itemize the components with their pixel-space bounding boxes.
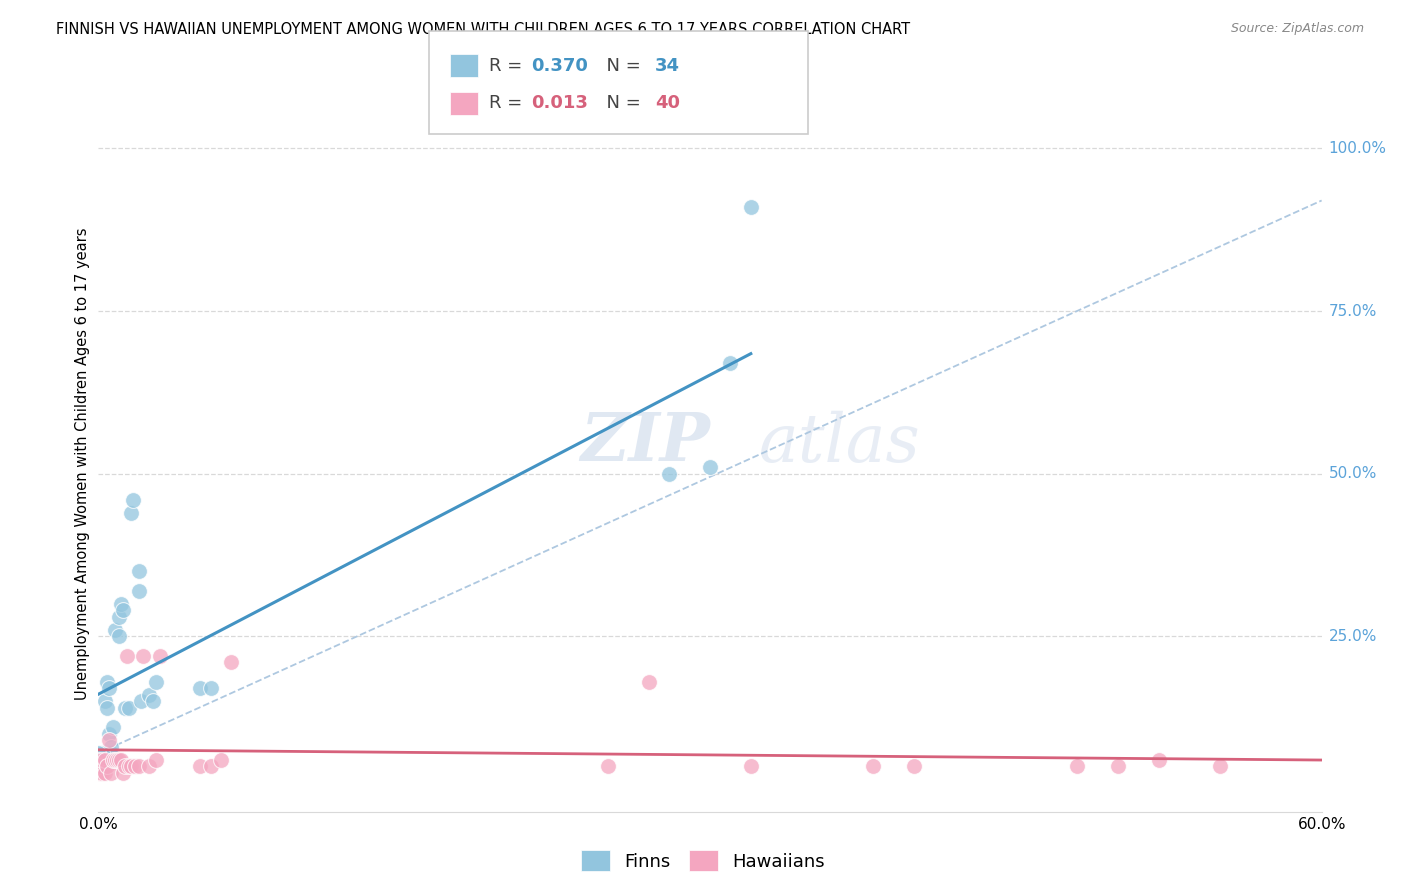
Text: N =: N = xyxy=(595,95,647,112)
Point xyxy=(145,753,167,767)
Point xyxy=(96,700,118,714)
Point xyxy=(97,733,120,747)
Point xyxy=(91,746,114,760)
Point xyxy=(209,753,232,767)
Point xyxy=(104,623,127,637)
Point xyxy=(903,759,925,773)
Point xyxy=(96,674,118,689)
Point xyxy=(93,765,115,780)
Point xyxy=(598,759,620,773)
Text: 25.0%: 25.0% xyxy=(1329,629,1376,644)
Text: 100.0%: 100.0% xyxy=(1329,141,1386,156)
Point xyxy=(862,759,884,773)
Point xyxy=(93,753,115,767)
Point xyxy=(128,583,150,598)
Point xyxy=(200,681,222,695)
Point xyxy=(100,765,122,780)
Point xyxy=(97,681,120,695)
Y-axis label: Unemployment Among Women with Children Ages 6 to 17 years: Unemployment Among Women with Children A… xyxy=(75,227,90,700)
Point xyxy=(100,746,122,760)
Point xyxy=(1066,759,1088,773)
Point xyxy=(149,648,172,663)
Text: N =: N = xyxy=(595,57,647,75)
Point xyxy=(138,688,160,702)
Point xyxy=(93,753,115,767)
Point xyxy=(110,753,132,767)
Point xyxy=(111,765,134,780)
Point xyxy=(91,759,114,773)
Text: R =: R = xyxy=(489,57,529,75)
Point xyxy=(101,753,124,767)
Point xyxy=(637,674,661,689)
Point xyxy=(91,753,114,767)
Point xyxy=(1209,759,1232,773)
Point xyxy=(200,759,222,773)
Point xyxy=(114,759,136,773)
Point xyxy=(110,597,132,611)
Text: 0.370: 0.370 xyxy=(531,57,588,75)
Point xyxy=(128,759,150,773)
Point xyxy=(120,759,142,773)
Point xyxy=(122,492,145,507)
Text: 0.013: 0.013 xyxy=(531,95,588,112)
Text: FINNISH VS HAWAIIAN UNEMPLOYMENT AMONG WOMEN WITH CHILDREN AGES 6 TO 17 YEARS CO: FINNISH VS HAWAIIAN UNEMPLOYMENT AMONG W… xyxy=(56,22,910,37)
Point xyxy=(1107,759,1129,773)
Point xyxy=(97,727,120,741)
Point xyxy=(145,674,167,689)
Point xyxy=(740,200,762,214)
Point xyxy=(89,753,111,767)
Point xyxy=(740,759,762,773)
Text: atlas: atlas xyxy=(759,410,921,475)
Point xyxy=(658,467,681,481)
Point xyxy=(699,460,721,475)
Point xyxy=(108,753,131,767)
Point xyxy=(129,694,152,708)
Text: 40: 40 xyxy=(655,95,681,112)
Point xyxy=(89,765,111,780)
Text: 75.0%: 75.0% xyxy=(1329,303,1376,318)
Point xyxy=(1147,753,1170,767)
Point xyxy=(89,759,111,773)
Point xyxy=(114,700,136,714)
Text: R =: R = xyxy=(489,95,529,112)
Point xyxy=(115,648,138,663)
Point xyxy=(101,720,124,734)
Legend: Finns, Hawaiians: Finns, Hawaiians xyxy=(574,843,832,879)
Point xyxy=(124,759,146,773)
Point xyxy=(91,765,114,780)
Point xyxy=(104,753,127,767)
Point xyxy=(118,700,141,714)
Point xyxy=(111,603,134,617)
Point xyxy=(96,759,118,773)
Point xyxy=(87,753,110,767)
Point xyxy=(128,564,150,578)
Point xyxy=(100,739,122,754)
Point xyxy=(138,759,160,773)
Point xyxy=(718,356,742,370)
Point xyxy=(142,694,165,708)
Text: 50.0%: 50.0% xyxy=(1329,467,1376,481)
Text: Source: ZipAtlas.com: Source: ZipAtlas.com xyxy=(1230,22,1364,36)
Text: ZIP: ZIP xyxy=(581,410,710,475)
Text: 34: 34 xyxy=(655,57,681,75)
Point xyxy=(120,506,142,520)
Point xyxy=(219,655,242,669)
Point xyxy=(108,629,131,643)
Point xyxy=(87,746,110,760)
Point xyxy=(132,648,155,663)
Point xyxy=(87,759,110,773)
Point xyxy=(105,753,128,767)
Point xyxy=(108,609,131,624)
Point xyxy=(118,759,141,773)
Point xyxy=(188,759,212,773)
Point xyxy=(188,681,212,695)
Point xyxy=(93,694,115,708)
